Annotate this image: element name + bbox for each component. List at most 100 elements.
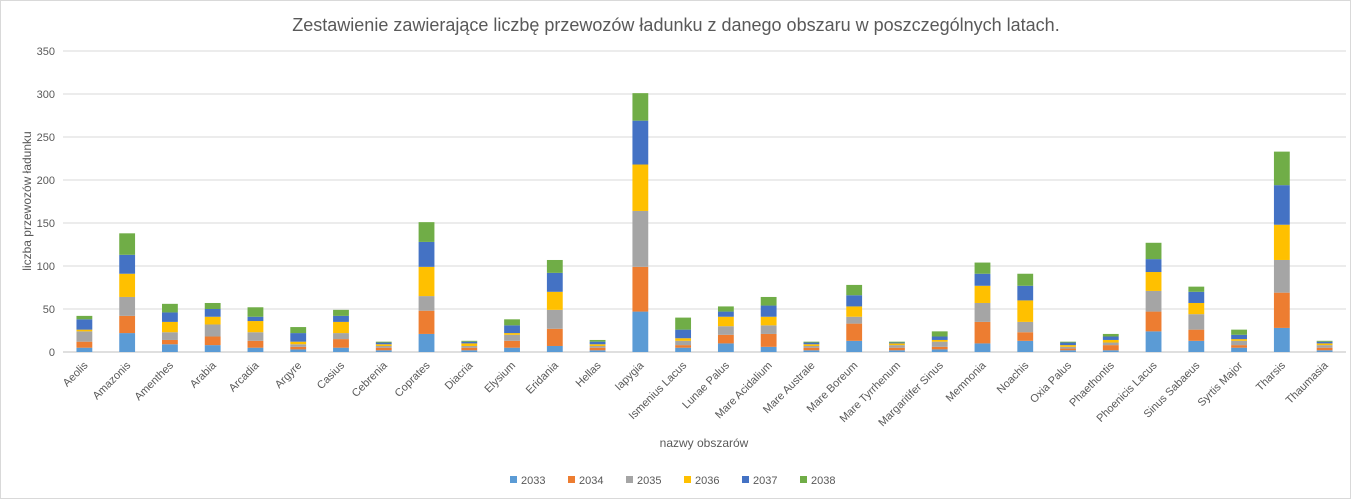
bar-segment (504, 319, 520, 326)
bar-segment (76, 329, 93, 332)
bar-segment (546, 259, 563, 273)
bar-segment (717, 326, 734, 335)
bar-segment (290, 349, 307, 352)
y-tick-label: 150 (37, 218, 55, 230)
bar-segment (204, 302, 221, 309)
legend-label: 2034 (579, 475, 603, 487)
bar-segment (375, 345, 392, 348)
x-tick-label: Coprates (393, 359, 433, 399)
bar-segment (1273, 259, 1290, 293)
bar-segment (974, 262, 991, 274)
bar-segment (1316, 345, 1333, 348)
bar-segment (846, 306, 863, 317)
legend-label: 2037 (753, 475, 777, 487)
bar-segment (846, 316, 863, 324)
bar-segment (461, 350, 478, 352)
bar-segment (760, 296, 777, 306)
legend-label: 2033 (521, 475, 545, 487)
bar-segment (1231, 339, 1247, 341)
bar-segment (632, 311, 649, 352)
bar-segment (632, 266, 649, 312)
bar-segment (931, 336, 948, 340)
bar-segment (675, 317, 692, 330)
bar-segment (333, 321, 349, 334)
bar-segment (589, 347, 606, 351)
x-tick-label: Casius (315, 359, 348, 392)
x-tick-label: Aeolis (61, 359, 91, 389)
bar-segment (1231, 345, 1247, 348)
x-tick-label: Amenthes (133, 359, 177, 403)
bar-segment (461, 345, 478, 348)
bar-segment (1017, 273, 1034, 286)
bar-segment (546, 328, 563, 346)
chart-title: Zestawienie zawierające liczbę przewozów… (292, 15, 1059, 35)
bar-segment (333, 333, 349, 340)
bar-segment (504, 333, 520, 335)
bar-segment (1188, 302, 1205, 315)
bar-segment (1316, 347, 1333, 351)
bar-segment (846, 284, 863, 296)
bar-segment (76, 341, 93, 348)
x-tick-label: Cebrenia (350, 359, 391, 400)
bar-segment (675, 329, 692, 339)
bar-segment (546, 291, 563, 310)
legend-label: 2035 (637, 475, 661, 487)
y-tick-label: 100 (37, 261, 55, 273)
bar-segment (1316, 341, 1333, 344)
bars (76, 93, 1333, 352)
bar-segment (119, 273, 136, 297)
x-tick-label: Eridania (524, 359, 562, 397)
bar-segment (204, 324, 221, 337)
bar-segment (247, 340, 264, 348)
bar-segment (119, 333, 136, 352)
x-axis-ticks: Aeolis Amazonis Amenthes Arabia Arcadia Argyr… (61, 359, 1332, 429)
bar-segment (290, 344, 307, 347)
bar-segment (1017, 285, 1034, 301)
bar-segment (974, 302, 991, 322)
bar-segment (760, 325, 777, 334)
y-tick-label: 300 (37, 89, 55, 101)
bar-segment (375, 350, 392, 352)
bar-segment (375, 341, 392, 343)
bar-segment (162, 303, 178, 313)
bar-segment (418, 333, 435, 352)
legend: 2033 2034 2035 2036 2037 2038 (510, 475, 835, 487)
bar-segment (675, 345, 692, 348)
bar-segment (803, 344, 820, 346)
bar-segment (717, 343, 734, 352)
bar-segment (803, 345, 820, 348)
x-tick-label: Arabia (188, 359, 220, 391)
bar-segment (1017, 332, 1034, 341)
bar-segment (546, 345, 563, 352)
bar-segment (632, 164, 649, 211)
bar-segment (461, 343, 478, 346)
bar-segment (1102, 350, 1119, 352)
bar-segment (675, 340, 692, 346)
x-tick-label: Hellas (574, 359, 604, 389)
bar-segment (290, 346, 307, 350)
bar-segment (418, 222, 435, 242)
bar-segment (632, 120, 649, 165)
y-axis-title: liczba przewozów ładunku (20, 131, 34, 270)
x-tick-label: Iapygia (613, 359, 647, 393)
bar-segment (504, 347, 520, 352)
bar-segment (675, 347, 692, 352)
bar-segment (1231, 347, 1247, 352)
bar-segment (119, 315, 136, 334)
bar-segment (504, 340, 520, 348)
bar-segment (333, 347, 349, 352)
bar-segment (119, 254, 136, 274)
bar-segment (589, 350, 606, 352)
bar-segment (375, 347, 392, 351)
x-tick-label: Memnonia (944, 359, 989, 404)
bar-segment (760, 316, 777, 326)
bar-segment (1060, 346, 1076, 349)
bar-segment (546, 309, 563, 329)
bar-segment (717, 311, 734, 317)
bar-segment (931, 339, 948, 342)
bar-segment (1102, 345, 1119, 351)
bar-segment (1231, 329, 1247, 335)
bar-segment (1145, 290, 1162, 312)
bar-segment (1060, 345, 1076, 347)
